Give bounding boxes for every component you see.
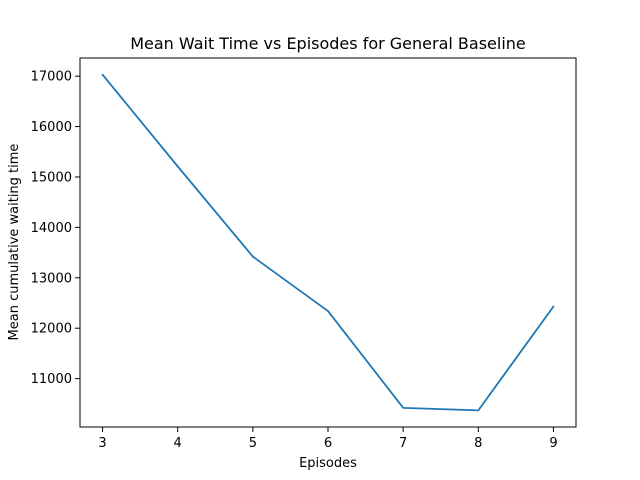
plot-frame: [79, 57, 577, 428]
x-tick-label: 8: [474, 436, 482, 451]
plot-area: 3 4 5 6 7 8 9 11000 12000 13000 14000 15000 16000 17…: [31, 57, 577, 451]
x-tick-label: 6: [324, 436, 332, 451]
x-tick-label: 4: [174, 436, 182, 451]
x-axis-label: Episodes: [299, 456, 357, 471]
y-tick-label: 15000: [31, 170, 72, 185]
x-tick-label: 3: [98, 436, 106, 451]
y-tick-label: 13000: [31, 271, 72, 286]
y-tick-label: 11000: [31, 372, 72, 387]
y-axis: 11000 12000 13000 14000 15000 16000 17000: [31, 70, 80, 387]
x-axis: 3 4 5 6 7 8 9: [98, 427, 558, 451]
y-tick-label: 16000: [31, 120, 72, 135]
y-tick-label: 14000: [31, 221, 72, 236]
y-axis-label: Mean cumulative waiting time: [7, 144, 22, 341]
chart-title: Mean Wait Time vs Episodes for General B…: [130, 34, 526, 53]
x-tick-label: 7: [399, 436, 407, 451]
y-tick-label: 12000: [31, 322, 72, 337]
x-tick-label: 5: [249, 436, 257, 451]
series-line: [101, 73, 555, 412]
y-tick-label: 17000: [31, 70, 72, 85]
x-tick-label: 9: [549, 436, 557, 451]
series-layer: [101, 73, 555, 412]
